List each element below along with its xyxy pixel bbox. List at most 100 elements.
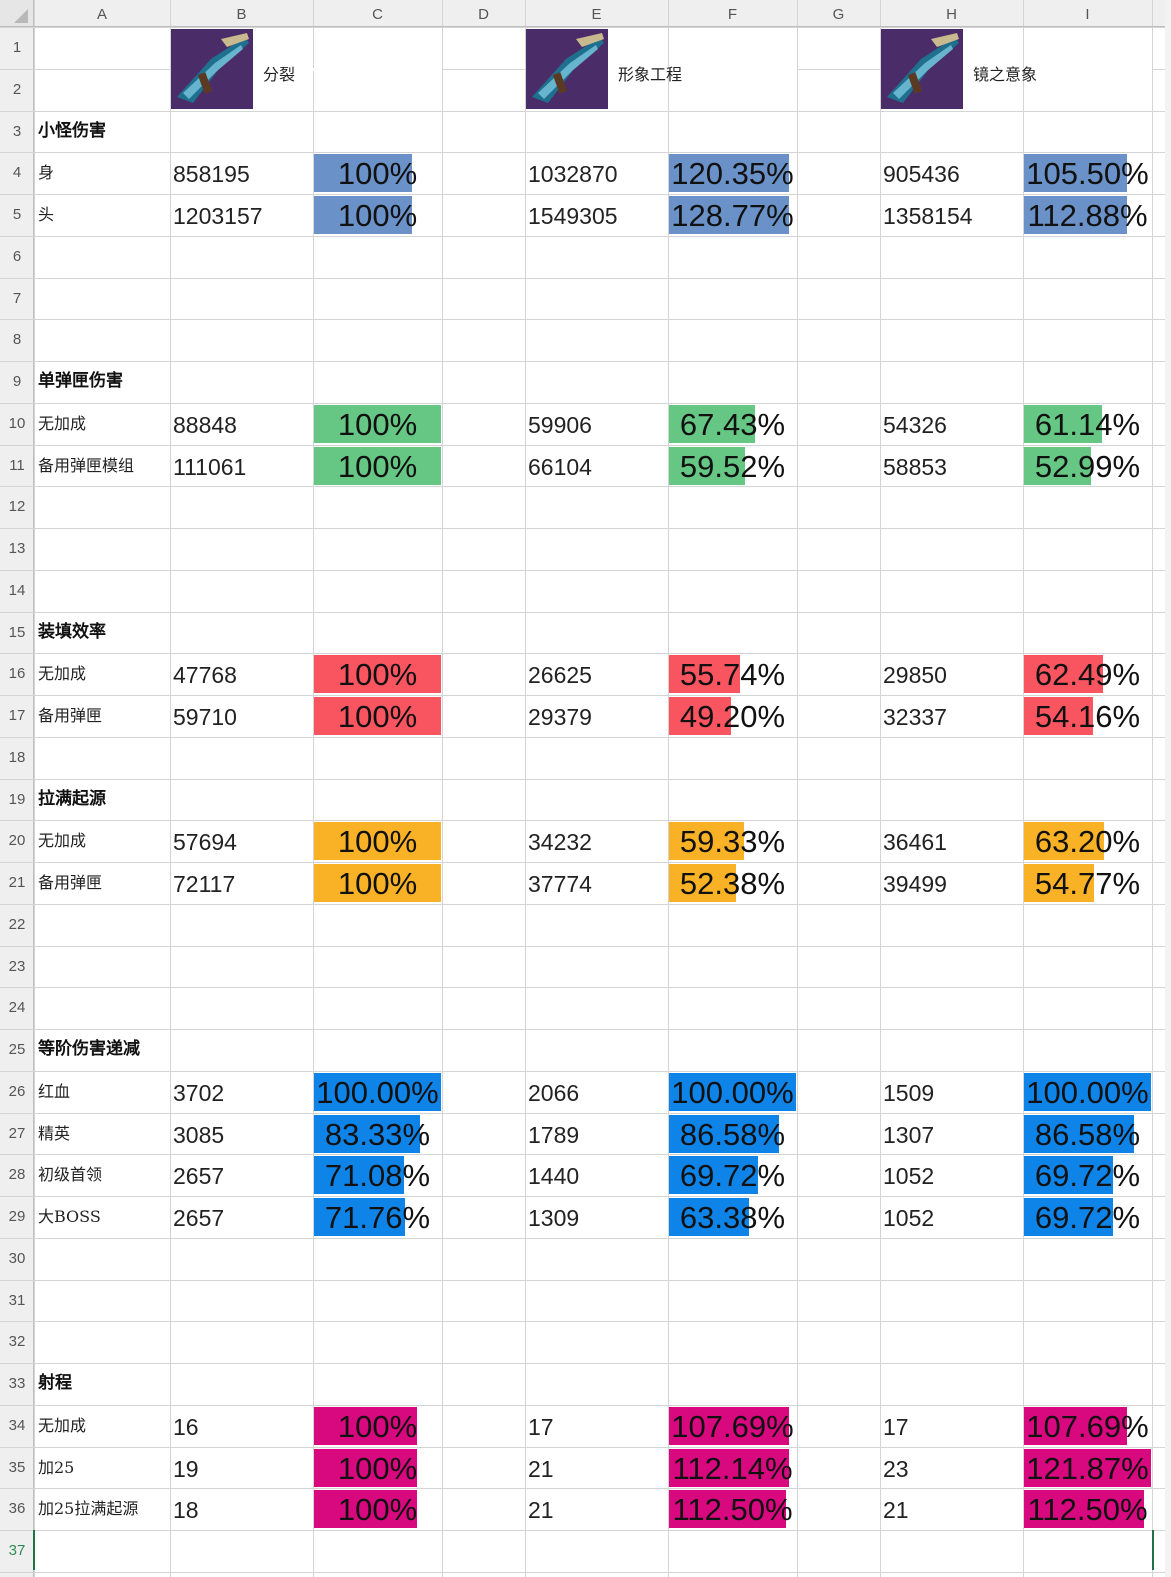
value-cell[interactable]: 32337 — [883, 704, 947, 730]
row-header-8[interactable]: 8 — [12, 331, 22, 349]
column-header-f[interactable]: F — [727, 6, 738, 23]
value-cell[interactable]: 59906 — [528, 411, 592, 438]
percent-cell[interactable]: 69.72% — [1034, 1200, 1141, 1235]
percent-cell[interactable]: 83.33% — [324, 1116, 431, 1152]
row-header-2[interactable]: 2 — [12, 80, 22, 98]
row-header-29[interactable]: 29 — [8, 1208, 26, 1225]
percent-cell[interactable]: 71.76% — [324, 1200, 431, 1235]
value-cell[interactable]: 88848 — [173, 411, 237, 438]
value-cell[interactable]: 17 — [528, 1413, 554, 1440]
percent-cell[interactable]: 49.20% — [679, 699, 786, 734]
percent-cell[interactable]: 100% — [337, 866, 418, 901]
value-cell[interactable]: 34232 — [528, 829, 592, 856]
row-header-31[interactable]: 31 — [8, 1291, 26, 1309]
percent-cell[interactable]: 112.88% — [1027, 198, 1148, 233]
row-header-23[interactable]: 23 — [8, 957, 26, 975]
row-header-5[interactable]: 5 — [12, 206, 22, 223]
percent-cell[interactable]: 105.50% — [1026, 156, 1149, 192]
row-header-1[interactable]: 1 — [12, 39, 22, 56]
column-header-e[interactable]: E — [591, 6, 602, 23]
row-header-18[interactable]: 18 — [8, 748, 26, 766]
percent-cell[interactable]: 71.08% — [324, 1158, 431, 1194]
value-cell[interactable]: 57694 — [173, 829, 237, 856]
percent-cell[interactable]: 67.43% — [679, 406, 786, 442]
percent-cell[interactable]: 128.77% — [671, 198, 794, 233]
percent-cell[interactable]: 63.38% — [679, 1200, 786, 1235]
percent-cell[interactable]: 100% — [337, 198, 418, 233]
value-cell[interactable]: 66104 — [528, 453, 592, 480]
value-cell[interactable]: 29379 — [528, 704, 592, 730]
value-cell[interactable]: 29850 — [883, 662, 947, 689]
percent-cell[interactable]: 69.72% — [1034, 1158, 1141, 1194]
row-header-28[interactable]: 28 — [8, 1166, 26, 1184]
percent-cell[interactable]: 54.16% — [1034, 699, 1141, 734]
column-header-b[interactable]: B — [236, 6, 247, 23]
percent-cell[interactable]: 112.50% — [1027, 1492, 1148, 1528]
row-header-13[interactable]: 13 — [8, 540, 26, 557]
value-cell[interactable]: 858195 — [173, 161, 250, 188]
percent-cell[interactable]: 100% — [337, 1450, 418, 1486]
row-header-35[interactable]: 35 — [8, 1458, 26, 1476]
row-header-25[interactable]: 25 — [8, 1041, 26, 1058]
value-cell[interactable]: 1789 — [528, 1121, 580, 1148]
value-cell[interactable]: 59710 — [173, 704, 237, 730]
value-cell[interactable]: 1052 — [883, 1163, 935, 1190]
row-header-15[interactable]: 15 — [8, 623, 26, 641]
value-cell[interactable]: 1549305 — [528, 203, 618, 229]
row-header-4[interactable]: 4 — [12, 164, 22, 182]
percent-cell[interactable]: 112.50% — [672, 1492, 793, 1528]
row-header-11[interactable]: 11 — [9, 456, 25, 474]
percent-cell[interactable]: 107.69% — [671, 1408, 794, 1444]
value-cell[interactable]: 1032870 — [528, 161, 618, 188]
row-header-14[interactable]: 14 — [8, 581, 26, 599]
value-cell[interactable]: 1309 — [528, 1205, 580, 1231]
row-header-16[interactable]: 16 — [8, 665, 26, 683]
percent-cell[interactable]: 61.14% — [1034, 406, 1141, 442]
percent-cell[interactable]: 59.52% — [679, 448, 786, 484]
row-header-34[interactable]: 34 — [8, 1416, 26, 1434]
percent-cell[interactable]: 121.87% — [1026, 1450, 1149, 1486]
percent-cell[interactable]: 52.99% — [1034, 448, 1141, 484]
percent-cell[interactable]: 52.38% — [679, 866, 786, 901]
column-header-g[interactable]: G — [832, 6, 845, 23]
percent-cell[interactable]: 100% — [337, 406, 418, 442]
column-header-a[interactable]: A — [96, 6, 107, 23]
percent-cell[interactable]: 100.00% — [316, 1074, 439, 1110]
percent-cell[interactable]: 59.33% — [679, 824, 786, 860]
row-header-32[interactable]: 32 — [8, 1333, 26, 1351]
value-cell[interactable]: 17 — [883, 1413, 909, 1440]
value-cell[interactable]: 1440 — [528, 1163, 580, 1190]
value-cell[interactable]: 54326 — [883, 411, 947, 438]
select-all-corner[interactable] — [0, 0, 34, 27]
value-cell[interactable]: 1509 — [883, 1079, 935, 1106]
column-header-i[interactable]: I — [1085, 6, 1090, 23]
percent-cell[interactable]: 100.00% — [671, 1074, 794, 1110]
row-header-26[interactable]: 26 — [8, 1082, 26, 1100]
row-header-6[interactable]: 6 — [12, 247, 22, 265]
value-cell[interactable]: 21 — [528, 1497, 554, 1524]
value-cell[interactable]: 37774 — [528, 871, 592, 897]
row-header-36[interactable]: 36 — [8, 1500, 26, 1518]
percent-cell[interactable]: 100% — [337, 824, 418, 860]
percent-cell[interactable]: 86.58% — [679, 1116, 786, 1152]
percent-cell[interactable]: 62.49% — [1034, 657, 1141, 693]
percent-cell[interactable]: 120.35% — [671, 156, 794, 192]
row-header-10[interactable]: 10 — [8, 414, 26, 432]
percent-cell[interactable]: 112.14% — [672, 1450, 793, 1486]
percent-cell[interactable]: 107.69% — [1026, 1408, 1149, 1444]
row-header-7[interactable]: 7 — [12, 289, 22, 307]
value-cell[interactable]: 72117 — [173, 871, 236, 897]
value-cell[interactable]: 39499 — [883, 871, 947, 897]
value-cell[interactable]: 18 — [173, 1497, 199, 1524]
value-cell[interactable]: 2066 — [528, 1079, 580, 1106]
value-cell[interactable]: 21 — [528, 1455, 554, 1482]
value-cell[interactable]: 47768 — [173, 662, 237, 689]
value-cell[interactable]: 1307 — [883, 1121, 935, 1148]
value-cell[interactable]: 2657 — [173, 1163, 225, 1190]
value-cell[interactable]: 3085 — [173, 1121, 225, 1148]
value-cell[interactable]: 19 — [173, 1455, 199, 1482]
percent-cell[interactable]: 100% — [337, 156, 418, 192]
value-cell[interactable]: 1203157 — [173, 203, 263, 229]
value-cell[interactable]: 111061 — [173, 453, 247, 480]
